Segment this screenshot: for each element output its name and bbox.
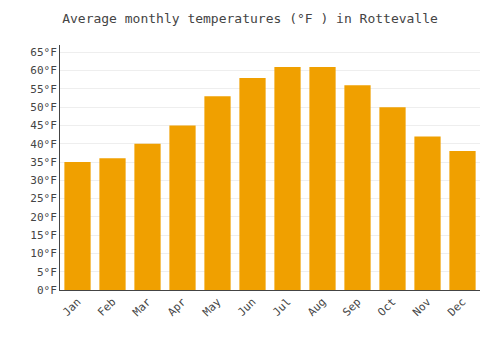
svg-text:65°F: 65°F <box>30 46 57 59</box>
svg-text:Sep: Sep <box>340 296 363 319</box>
svg-text:Average monthly temperatures (: Average monthly temperatures (°F ) in Ro… <box>62 11 438 26</box>
svg-text:Mar: Mar <box>130 295 154 319</box>
svg-text:20°F: 20°F <box>30 211 57 224</box>
svg-text:55°F: 55°F <box>30 83 57 96</box>
svg-text:May: May <box>200 295 224 319</box>
svg-text:Jun: Jun <box>235 296 258 319</box>
svg-text:0°F: 0°F <box>37 284 57 297</box>
svg-text:35°F: 35°F <box>30 156 57 169</box>
svg-text:30°F: 30°F <box>30 174 57 187</box>
svg-text:25°F: 25°F <box>30 192 57 205</box>
svg-text:50°F: 50°F <box>30 101 57 114</box>
svg-text:Jul: Jul <box>270 296 293 319</box>
svg-text:Feb: Feb <box>95 296 118 319</box>
svg-text:15°F: 15°F <box>30 229 57 242</box>
svg-text:10°F: 10°F <box>30 247 57 260</box>
svg-text:40°F: 40°F <box>30 138 57 151</box>
svg-text:Nov: Nov <box>410 295 434 319</box>
svg-text:Apr: Apr <box>165 295 189 319</box>
svg-text:Dec: Dec <box>445 296 468 319</box>
svg-text:Aug: Aug <box>305 296 328 319</box>
svg-text:60°F: 60°F <box>30 64 57 77</box>
svg-text:Oct: Oct <box>375 296 398 319</box>
svg-text:5°F: 5°F <box>37 266 57 279</box>
svg-text:45°F: 45°F <box>30 119 57 132</box>
svg-text:Jan: Jan <box>60 296 83 319</box>
